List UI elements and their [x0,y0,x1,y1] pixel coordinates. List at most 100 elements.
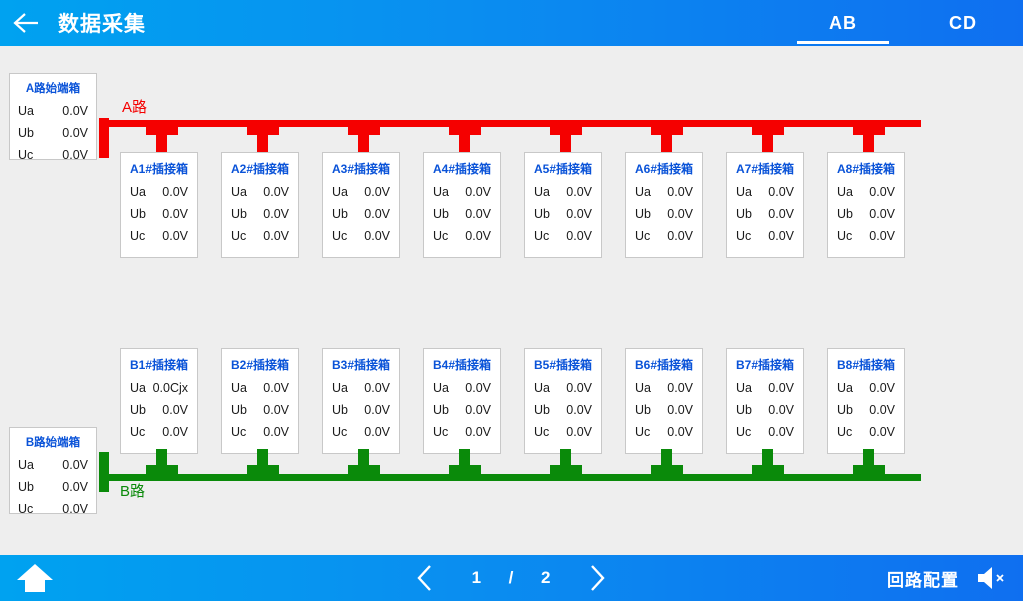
connector-box-row: Ub 0.0V [727,399,803,421]
phase-value: 0.0V [62,148,88,162]
bus-a-tee-stem [459,126,470,152]
connector-box-row: Ub 0.0V [525,399,601,421]
phase-value: 0.0V [162,207,188,221]
connector-box-a2[interactable]: A2#插接箱 Ua 0.0V Ub 0.0V Uc 0.0V [221,152,299,258]
bus-a-tee-stem [257,126,268,152]
phase-label: Ua [130,381,146,395]
connector-box-b7[interactable]: B7#插接箱 Ua 0.0V Ub 0.0V Uc 0.0V [726,348,804,454]
tab-ab[interactable]: AB [783,0,903,46]
bus-a-line [99,120,921,127]
connector-box-row: Uc 0.0V [525,225,601,247]
connector-box-row: Ub 0.0V [222,203,298,225]
phase-label: Ua [130,185,146,199]
head-box-b[interactable]: B路始端箱 Ua 0.0V Ub 0.0V Uc 0.0V [9,427,97,516]
connector-box-b2[interactable]: B2#插接箱 Ua 0.0V Ub 0.0V Uc 0.0V [221,348,299,454]
connector-box-row: Ua 0.0V [121,181,197,203]
connector-box-row: Uc 0.0V [727,225,803,247]
connector-box-b1[interactable]: B1#插接箱 Ua 0.0Cjx Ub 0.0V Uc 0.0V [120,348,198,454]
connector-box-row: Uc 0.0V [323,225,399,247]
connector-box-a6[interactable]: A6#插接箱 Ua 0.0V Ub 0.0V Uc 0.0V [625,152,703,258]
phase-value: 0.0V [162,403,188,417]
connector-box-row: Uc 0.0V [323,421,399,443]
phase-label: Uc [18,148,34,162]
connector-box-a4[interactable]: A4#插接箱 Ua 0.0V Ub 0.0V Uc 0.0V [423,152,501,258]
connector-box-row: Ua 0.0V [525,181,601,203]
chevron-right-icon [591,565,605,591]
phase-label: Uc [534,425,550,439]
bus-b-tee-stem [459,449,470,475]
phase-label: Uc [736,229,752,243]
connector-box-row: Uc 0.0V [626,421,702,443]
phase-value: 0.0V [667,207,693,221]
connector-box-row: Uc 0.0V [525,421,601,443]
phase-value: 0.0V [768,207,794,221]
tab-cd[interactable]: CD [949,12,977,33]
phase-value: 0.0V [768,403,794,417]
head-box-a-row: Ua 0.0V [10,100,96,122]
connector-box-b3[interactable]: B3#插接箱 Ua 0.0V Ub 0.0V Uc 0.0V [322,348,400,454]
prev-page-button[interactable] [406,555,444,601]
phase-label: Ua [635,185,651,199]
connector-box-title: A1#插接箱 [129,162,188,176]
connector-box-row: Ua 0.0V [222,181,298,203]
bus-b-tee-stem [863,449,874,475]
connector-box-row: Ua 0.0V [424,181,500,203]
bus-b-tee-stem [257,449,268,475]
connector-box-b8[interactable]: B8#插接箱 Ua 0.0V Ub 0.0V Uc 0.0V [827,348,905,454]
connector-box-title: B1#插接箱 [129,358,188,372]
mute-button[interactable] [969,558,1015,598]
phase-value: 0.0V [62,502,88,516]
phase-value: 0.0V [263,425,289,439]
head-box-a[interactable]: A路始端箱 Ua 0.0V Ub 0.0V Uc 0.0V [9,73,97,162]
phase-value: 0.0V [62,126,88,140]
connector-box-row: Ub 0.0V [424,203,500,225]
connector-box-a3[interactable]: A3#插接箱 Ua 0.0V Ub 0.0V Uc 0.0V [322,152,400,258]
connector-box-title: B5#插接箱 [533,358,592,372]
connector-box-a7[interactable]: A7#插接箱 Ua 0.0V Ub 0.0V Uc 0.0V [726,152,804,258]
phase-label: Ub [534,207,550,221]
loop-config-button[interactable]: 回路配置 [887,570,959,590]
phase-label: Ub [332,207,348,221]
bus-a-tee-stem [358,126,369,152]
phase-label: Uc [635,425,651,439]
phase-value: 0.0V [364,403,390,417]
bus-b-line [99,474,921,481]
connector-box-row: Ub 0.0V [525,203,601,225]
connector-box-title: A4#插接箱 [432,162,491,176]
bus-b-tee-stem [661,449,672,475]
phase-value: 0.0V [869,381,895,395]
connector-box-row: Ub 0.0V [222,399,298,421]
connector-box-row: Ub 0.0V [727,203,803,225]
connector-box-b5[interactable]: B5#插接箱 Ua 0.0V Ub 0.0V Uc 0.0V [524,348,602,454]
connector-box-b6[interactable]: B6#插接箱 Ua 0.0V Ub 0.0V Uc 0.0V [625,348,703,454]
phase-value: 0.0V [566,425,592,439]
phase-label: Ub [18,126,34,140]
chevron-left-icon [417,565,431,591]
phase-label: Ub [736,207,752,221]
phase-label: Ub [433,403,449,417]
connector-box-a8[interactable]: A8#插接箱 Ua 0.0V Ub 0.0V Uc 0.0V [827,152,905,258]
connector-box-row: Uc 0.0V [727,421,803,443]
connector-box-a5[interactable]: A5#插接箱 Ua 0.0V Ub 0.0V Uc 0.0V [524,152,602,258]
phase-value: 0.0V [62,480,88,494]
phase-label: Ua [231,381,247,395]
connector-box-b4[interactable]: B4#插接箱 Ua 0.0V Ub 0.0V Uc 0.0V [423,348,501,454]
phase-label: Uc [534,229,550,243]
back-button[interactable] [0,0,54,46]
phase-label: Uc [231,425,247,439]
phase-label: Ua [332,185,348,199]
connector-box-row: Ua 0.0V [828,377,904,399]
bus-b-label: B路 [120,483,146,500]
phase-label: Uc [433,425,449,439]
connector-box-title: B8#插接箱 [836,358,895,372]
connector-box-row: Uc 0.0V [828,225,904,247]
back-arrow-icon [13,13,38,33]
phase-value: 0.0V [566,403,592,417]
home-button[interactable] [12,558,58,598]
connector-box-row: Ua 0.0Cjx [121,377,197,399]
connector-box-a1[interactable]: A1#插接箱 Ua 0.0V Ub 0.0V Uc 0.0V [120,152,198,258]
connector-box-row: Ub 0.0V [626,399,702,421]
phase-label: Ub [231,403,247,417]
next-page-button[interactable] [578,555,616,601]
phase-label: Ub [837,207,853,221]
